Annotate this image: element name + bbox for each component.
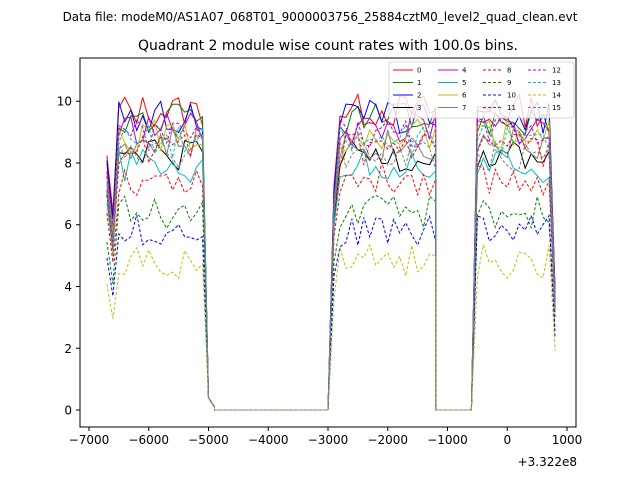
plot-area (106, 92, 556, 411)
x-tick-label: −3000 (308, 433, 349, 447)
axes: −7000 −6000 −5000 −4000 −3000 −2000 −1000 0 1000… (57, 57, 583, 447)
legend-label-5: 5 (462, 79, 466, 87)
x-tick-label: −2000 (367, 433, 408, 447)
series-line-15 (106, 136, 556, 411)
x-tick-label: −6000 (128, 433, 169, 447)
x-tick-label: −7000 (69, 433, 110, 447)
legend-label-1: 1 (417, 79, 421, 87)
figure-suptitle: Data file: modeM0/AS1A07_068T01_90000037… (63, 10, 578, 24)
legend-label-8: 8 (507, 67, 511, 75)
chart-title: Quadrant 2 module wise count rates with … (138, 38, 518, 54)
legend-label-4: 4 (462, 67, 467, 75)
legend-label-13: 13 (552, 79, 561, 87)
series-line-14 (106, 242, 556, 411)
x-tick-label: 0 (503, 433, 511, 447)
y-tick-label: 2 (64, 342, 72, 356)
legend-label-7: 7 (462, 104, 466, 112)
x-tick-label: −4000 (248, 433, 289, 447)
legend-label-12: 12 (552, 67, 561, 75)
legend-label-3: 3 (417, 104, 421, 112)
legend-frame (388, 61, 575, 119)
legend-label-0: 0 (417, 67, 421, 75)
x-tick-label: 1000 (552, 433, 583, 447)
series-line-2 (106, 98, 556, 411)
legend-label-6: 6 (462, 92, 467, 100)
series-line-3 (106, 139, 556, 411)
legend-label-14: 14 (552, 92, 561, 100)
series-line-7 (106, 125, 556, 411)
legend-label-2: 2 (417, 92, 421, 100)
y-tick-label: 8 (64, 156, 72, 170)
y-tick-label: 0 (64, 404, 72, 418)
x-offset-label: +3.322e8 (518, 455, 577, 469)
series-line-11 (106, 133, 556, 411)
legend-label-11: 11 (507, 104, 516, 112)
x-tick-label: −1000 (427, 433, 468, 447)
series-line-10 (106, 213, 556, 411)
legend-label-9: 9 (507, 79, 511, 87)
series-line-13 (106, 122, 556, 411)
x-tick-label: −5000 (188, 433, 229, 447)
y-tick-label: 4 (64, 280, 72, 294)
legend-label-15: 15 (552, 104, 561, 112)
series-line-4 (106, 111, 556, 411)
y-tick-label: 6 (64, 218, 72, 232)
y-tick-label: 10 (57, 95, 72, 109)
legend-label-10: 10 (507, 92, 516, 100)
